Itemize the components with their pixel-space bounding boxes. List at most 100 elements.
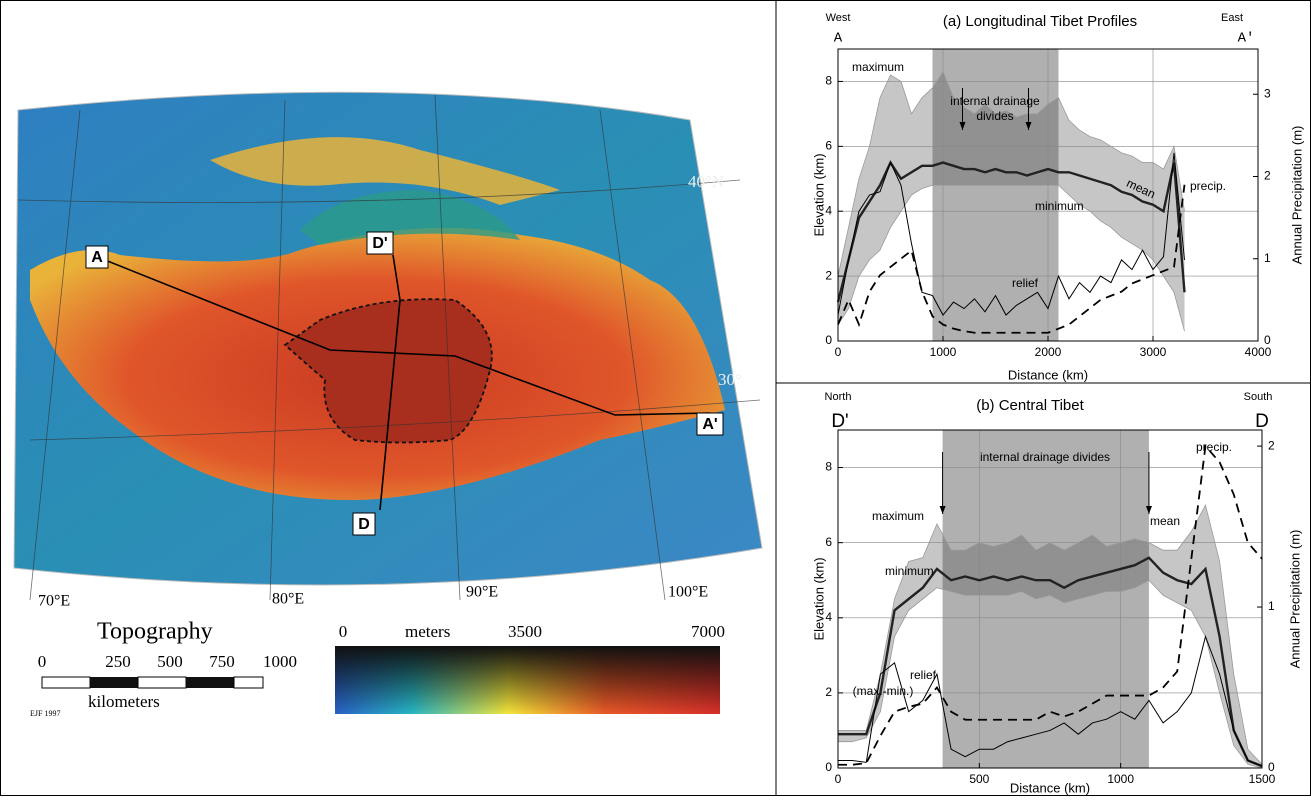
longitude-label: 100°E — [668, 584, 708, 601]
side-label: East — [1221, 12, 1243, 24]
series-line — [837, 70, 1185, 277]
map: A A' D D' 40°N 30° 70°E 80°E 90°E 100°E — [13, 91, 763, 610]
profile-label: A' — [702, 416, 717, 433]
series-label: precip. — [1190, 179, 1226, 193]
series-label: minimum — [885, 564, 934, 578]
series-label: minimum — [1035, 199, 1084, 213]
y2-tick-label: 1 — [1268, 599, 1275, 613]
scale-label: 0 — [38, 652, 47, 671]
series-label: maximum — [872, 509, 924, 523]
series-line — [837, 184, 1185, 332]
y-tick-label: 0 — [825, 333, 832, 347]
annotation: divides — [976, 109, 1013, 123]
profile-end: D — [1255, 411, 1269, 432]
y2-tick-label: 2 — [1268, 438, 1275, 452]
map-terrain — [210, 137, 560, 205]
x-tick-label: 2000 — [1035, 345, 1062, 359]
series-line — [837, 152, 1185, 316]
chart-title: (a) Longitudinal Tibet Profiles — [943, 13, 1137, 30]
label-box — [352, 512, 376, 536]
longitude-label: 90°E — [466, 584, 498, 601]
series-label: maximum — [852, 60, 904, 74]
profile-end: D' — [831, 411, 848, 432]
series-line — [836, 160, 1186, 303]
map-basin — [300, 190, 520, 245]
scale-label: 1000 — [263, 652, 297, 671]
y-tick-label: 8 — [825, 74, 832, 88]
label-box — [696, 412, 724, 436]
y2-tick-label: 1 — [1264, 251, 1271, 265]
series-label: precip. — [1196, 440, 1232, 454]
colorbar-label: meters — [405, 622, 450, 641]
latitude-label: 30° — [718, 370, 742, 389]
x-axis-label: Distance (km) — [1010, 780, 1090, 795]
y2-tick-label: 0 — [1264, 333, 1271, 347]
scale-unit: kilometers — [88, 692, 160, 711]
annotation: internal drainage — [950, 94, 1040, 108]
x-tick-label: 3000 — [1140, 345, 1167, 359]
y-axis-label: Elevation (km) — [811, 557, 826, 640]
colorbar-shade — [335, 646, 720, 714]
x-axis-label: Distance (km) — [1008, 367, 1088, 382]
y2-tick-label: 0 — [1268, 760, 1275, 774]
label-box — [366, 231, 394, 255]
scale-bar — [41, 676, 264, 689]
internal-drainage-area — [283, 298, 493, 444]
latitude-label: 40°N — [688, 172, 724, 191]
annotation: (max.-min.) — [853, 684, 914, 698]
y-tick-label: 2 — [825, 268, 832, 282]
chart-title: (b) Central Tibet — [976, 397, 1084, 414]
range-band — [838, 71, 1185, 332]
map-legend: Topography 0 250 500 750 1000 kilometers… — [30, 619, 725, 718]
x-tick-label: 500 — [969, 772, 989, 786]
series-label: mean — [1150, 514, 1180, 528]
series-line — [838, 579, 1263, 769]
scale-label: 750 — [209, 652, 235, 671]
profile-label: D — [358, 516, 370, 533]
scale-label: 500 — [157, 652, 183, 671]
y2-axis-label: Annual Precipitation (m) — [1289, 126, 1304, 265]
graticule — [17, 94, 761, 601]
y-tick-label: 6 — [825, 139, 832, 153]
series-label: relief — [1012, 276, 1039, 290]
y-tick-label: 8 — [825, 460, 832, 474]
arrow-head — [959, 122, 966, 130]
colorbar-label: 7000 — [691, 622, 725, 641]
arrow-head — [939, 506, 946, 514]
label-box — [85, 245, 109, 269]
plot-frame — [837, 48, 1259, 342]
series-label: relief — [910, 668, 937, 682]
credit: EJF 1997 — [30, 709, 60, 718]
profile-line — [99, 257, 711, 416]
x-tick-label: 1000 — [930, 345, 957, 359]
shaded-region — [942, 430, 1149, 768]
profile-line — [379, 254, 401, 511]
y-tick-label: 2 — [825, 685, 832, 699]
longitude-label: 80°E — [272, 591, 304, 608]
y-axis-label: Elevation (km) — [811, 153, 826, 236]
y-tick-label: 0 — [825, 760, 832, 774]
series-line — [838, 634, 1263, 767]
x-tick-label: 0 — [835, 772, 842, 786]
x-tick-label: 1500 — [1249, 772, 1276, 786]
y-tick-label: 4 — [825, 203, 832, 217]
annotation: internal drainage divides — [980, 450, 1110, 464]
side-label: West — [826, 12, 851, 24]
range-band — [838, 505, 1262, 768]
arrow-head — [1025, 122, 1032, 130]
colorbar-label: 0 — [339, 622, 348, 641]
profile-label: D' — [372, 235, 387, 252]
series-line — [838, 556, 1263, 768]
profile-label: A — [91, 249, 103, 266]
side-label: North — [825, 391, 852, 403]
profile-end: A' — [1238, 31, 1255, 47]
series-line — [838, 504, 1263, 765]
y2-axis-label: Annual Precipitation (m) — [1287, 530, 1302, 669]
scale-label: 250 — [105, 652, 131, 671]
y2-tick-label: 2 — [1264, 169, 1271, 183]
longitude-label: 70°E — [38, 593, 70, 610]
side-label: South — [1244, 391, 1273, 403]
colorbar-label: 3500 — [508, 622, 542, 641]
